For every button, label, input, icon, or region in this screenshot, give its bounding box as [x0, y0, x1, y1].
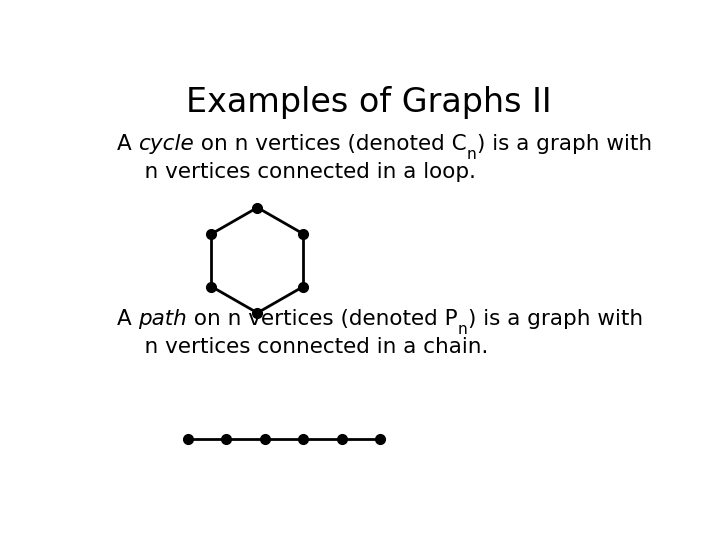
Text: A: A: [117, 309, 138, 329]
Text: on n vertices (denoted C: on n vertices (denoted C: [194, 134, 467, 154]
Text: cycle: cycle: [138, 134, 194, 154]
Text: on n vertices (denoted P: on n vertices (denoted P: [187, 309, 458, 329]
Text: path: path: [138, 309, 187, 329]
Text: ) is a graph with: ) is a graph with: [468, 309, 643, 329]
Text: Examples of Graphs II: Examples of Graphs II: [186, 85, 552, 119]
Text: ) is a graph with: ) is a graph with: [477, 134, 652, 154]
Text: n: n: [467, 147, 477, 162]
Text: n vertices connected in a chain.: n vertices connected in a chain.: [117, 337, 488, 357]
Text: A: A: [117, 134, 138, 154]
Text: n: n: [458, 322, 468, 337]
Text: n vertices connected in a loop.: n vertices connected in a loop.: [117, 163, 476, 183]
